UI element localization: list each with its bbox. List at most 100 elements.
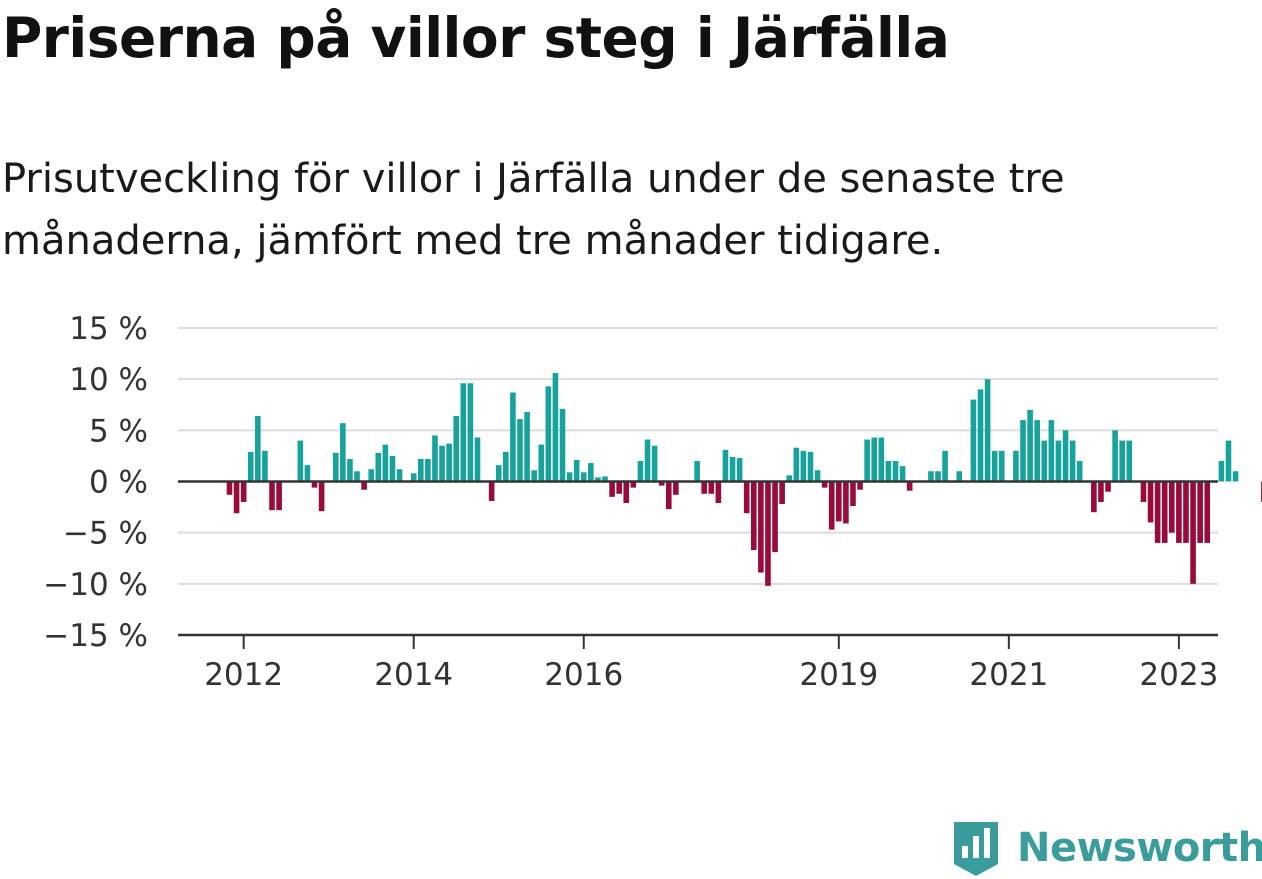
bar bbox=[488, 481, 495, 501]
bar bbox=[304, 465, 311, 482]
bar bbox=[460, 383, 467, 482]
bar bbox=[1076, 461, 1083, 482]
bar bbox=[793, 447, 800, 482]
bar bbox=[255, 416, 261, 482]
bar bbox=[396, 469, 403, 482]
bar bbox=[800, 450, 807, 482]
y-tick-label: 15 % bbox=[69, 311, 148, 347]
newsworthy-logo-icon bbox=[954, 822, 998, 876]
bar bbox=[984, 379, 991, 482]
bar bbox=[1147, 481, 1154, 523]
bar bbox=[1161, 481, 1168, 543]
bar bbox=[758, 481, 764, 573]
bar bbox=[368, 469, 374, 482]
bar bbox=[630, 481, 637, 488]
bar bbox=[750, 481, 757, 551]
bar bbox=[878, 437, 885, 482]
bar bbox=[495, 465, 502, 482]
bar bbox=[269, 481, 275, 511]
bar bbox=[991, 450, 998, 482]
newsworthy-logo: Newsworthy bbox=[951, 818, 1262, 878]
chart-subtitle: Prisutveckling för villor i Järfälla und… bbox=[2, 156, 1065, 264]
bar bbox=[779, 481, 785, 505]
bar bbox=[538, 444, 545, 482]
bar bbox=[644, 439, 651, 482]
bar bbox=[970, 399, 977, 482]
page-title: Priserna på villor steg i Järfälla bbox=[2, 6, 950, 70]
bar bbox=[1055, 440, 1062, 482]
bar bbox=[977, 389, 984, 482]
x-tick-label: 2021 bbox=[969, 657, 1048, 693]
bar bbox=[850, 481, 856, 507]
bar bbox=[665, 481, 672, 510]
bar bbox=[453, 416, 460, 482]
bar bbox=[332, 452, 339, 482]
x-axis-ticks: 2012201420162019202120232025 bbox=[204, 635, 1218, 693]
bar bbox=[247, 451, 254, 482]
bar bbox=[1020, 420, 1026, 482]
bar bbox=[545, 386, 552, 482]
bar bbox=[1119, 440, 1126, 482]
y-tick-label: 10 % bbox=[69, 362, 148, 398]
bar bbox=[821, 481, 828, 488]
bar bbox=[857, 481, 863, 490]
bar bbox=[651, 445, 658, 482]
bar bbox=[276, 481, 282, 511]
x-tick-label: 2014 bbox=[374, 657, 453, 693]
bar bbox=[928, 471, 934, 482]
bar bbox=[595, 477, 601, 482]
bar bbox=[715, 481, 722, 503]
bar bbox=[524, 411, 530, 482]
bar bbox=[658, 481, 665, 486]
bar bbox=[233, 481, 240, 514]
bar bbox=[935, 471, 941, 482]
bar bbox=[389, 455, 396, 482]
bar bbox=[616, 481, 622, 494]
axes bbox=[178, 480, 1218, 637]
bar bbox=[354, 471, 360, 482]
bar bbox=[1154, 481, 1161, 543]
bar bbox=[892, 461, 899, 482]
bar bbox=[1027, 409, 1033, 482]
bar bbox=[814, 470, 821, 482]
bar bbox=[566, 472, 573, 482]
bar bbox=[609, 481, 615, 497]
bar bbox=[1204, 481, 1211, 543]
bar bbox=[1091, 481, 1097, 513]
bar bbox=[382, 444, 389, 482]
bar bbox=[998, 450, 1005, 482]
bar bbox=[637, 461, 644, 482]
bar bbox=[1069, 440, 1076, 482]
bar bbox=[871, 437, 878, 482]
bar bbox=[623, 481, 630, 503]
bar bbox=[446, 443, 452, 482]
bar bbox=[552, 373, 559, 482]
bar bbox=[885, 461, 892, 482]
bar bbox=[1140, 481, 1147, 502]
bar bbox=[807, 451, 814, 482]
y-tick-label: 5 % bbox=[89, 413, 148, 449]
bar bbox=[864, 439, 870, 482]
bar bbox=[517, 419, 523, 482]
bar bbox=[226, 481, 233, 495]
bar bbox=[1105, 481, 1111, 492]
bar bbox=[425, 458, 431, 482]
bar bbox=[580, 472, 587, 482]
bar bbox=[503, 451, 509, 482]
bar bbox=[1225, 440, 1232, 482]
bar bbox=[1126, 440, 1133, 482]
bar bbox=[1112, 430, 1118, 482]
bar bbox=[467, 383, 474, 482]
bar bbox=[836, 481, 842, 522]
bar bbox=[772, 481, 778, 553]
bar bbox=[722, 449, 729, 482]
x-tick-label: 2016 bbox=[544, 657, 623, 693]
bar-series bbox=[226, 373, 1262, 586]
y-tick-label: 0 % bbox=[89, 465, 148, 501]
bar bbox=[906, 481, 913, 491]
x-tick-label: 2023 bbox=[1139, 657, 1218, 693]
bar bbox=[673, 481, 679, 495]
bar bbox=[573, 460, 580, 482]
bar bbox=[743, 481, 750, 514]
bar bbox=[1041, 440, 1048, 482]
